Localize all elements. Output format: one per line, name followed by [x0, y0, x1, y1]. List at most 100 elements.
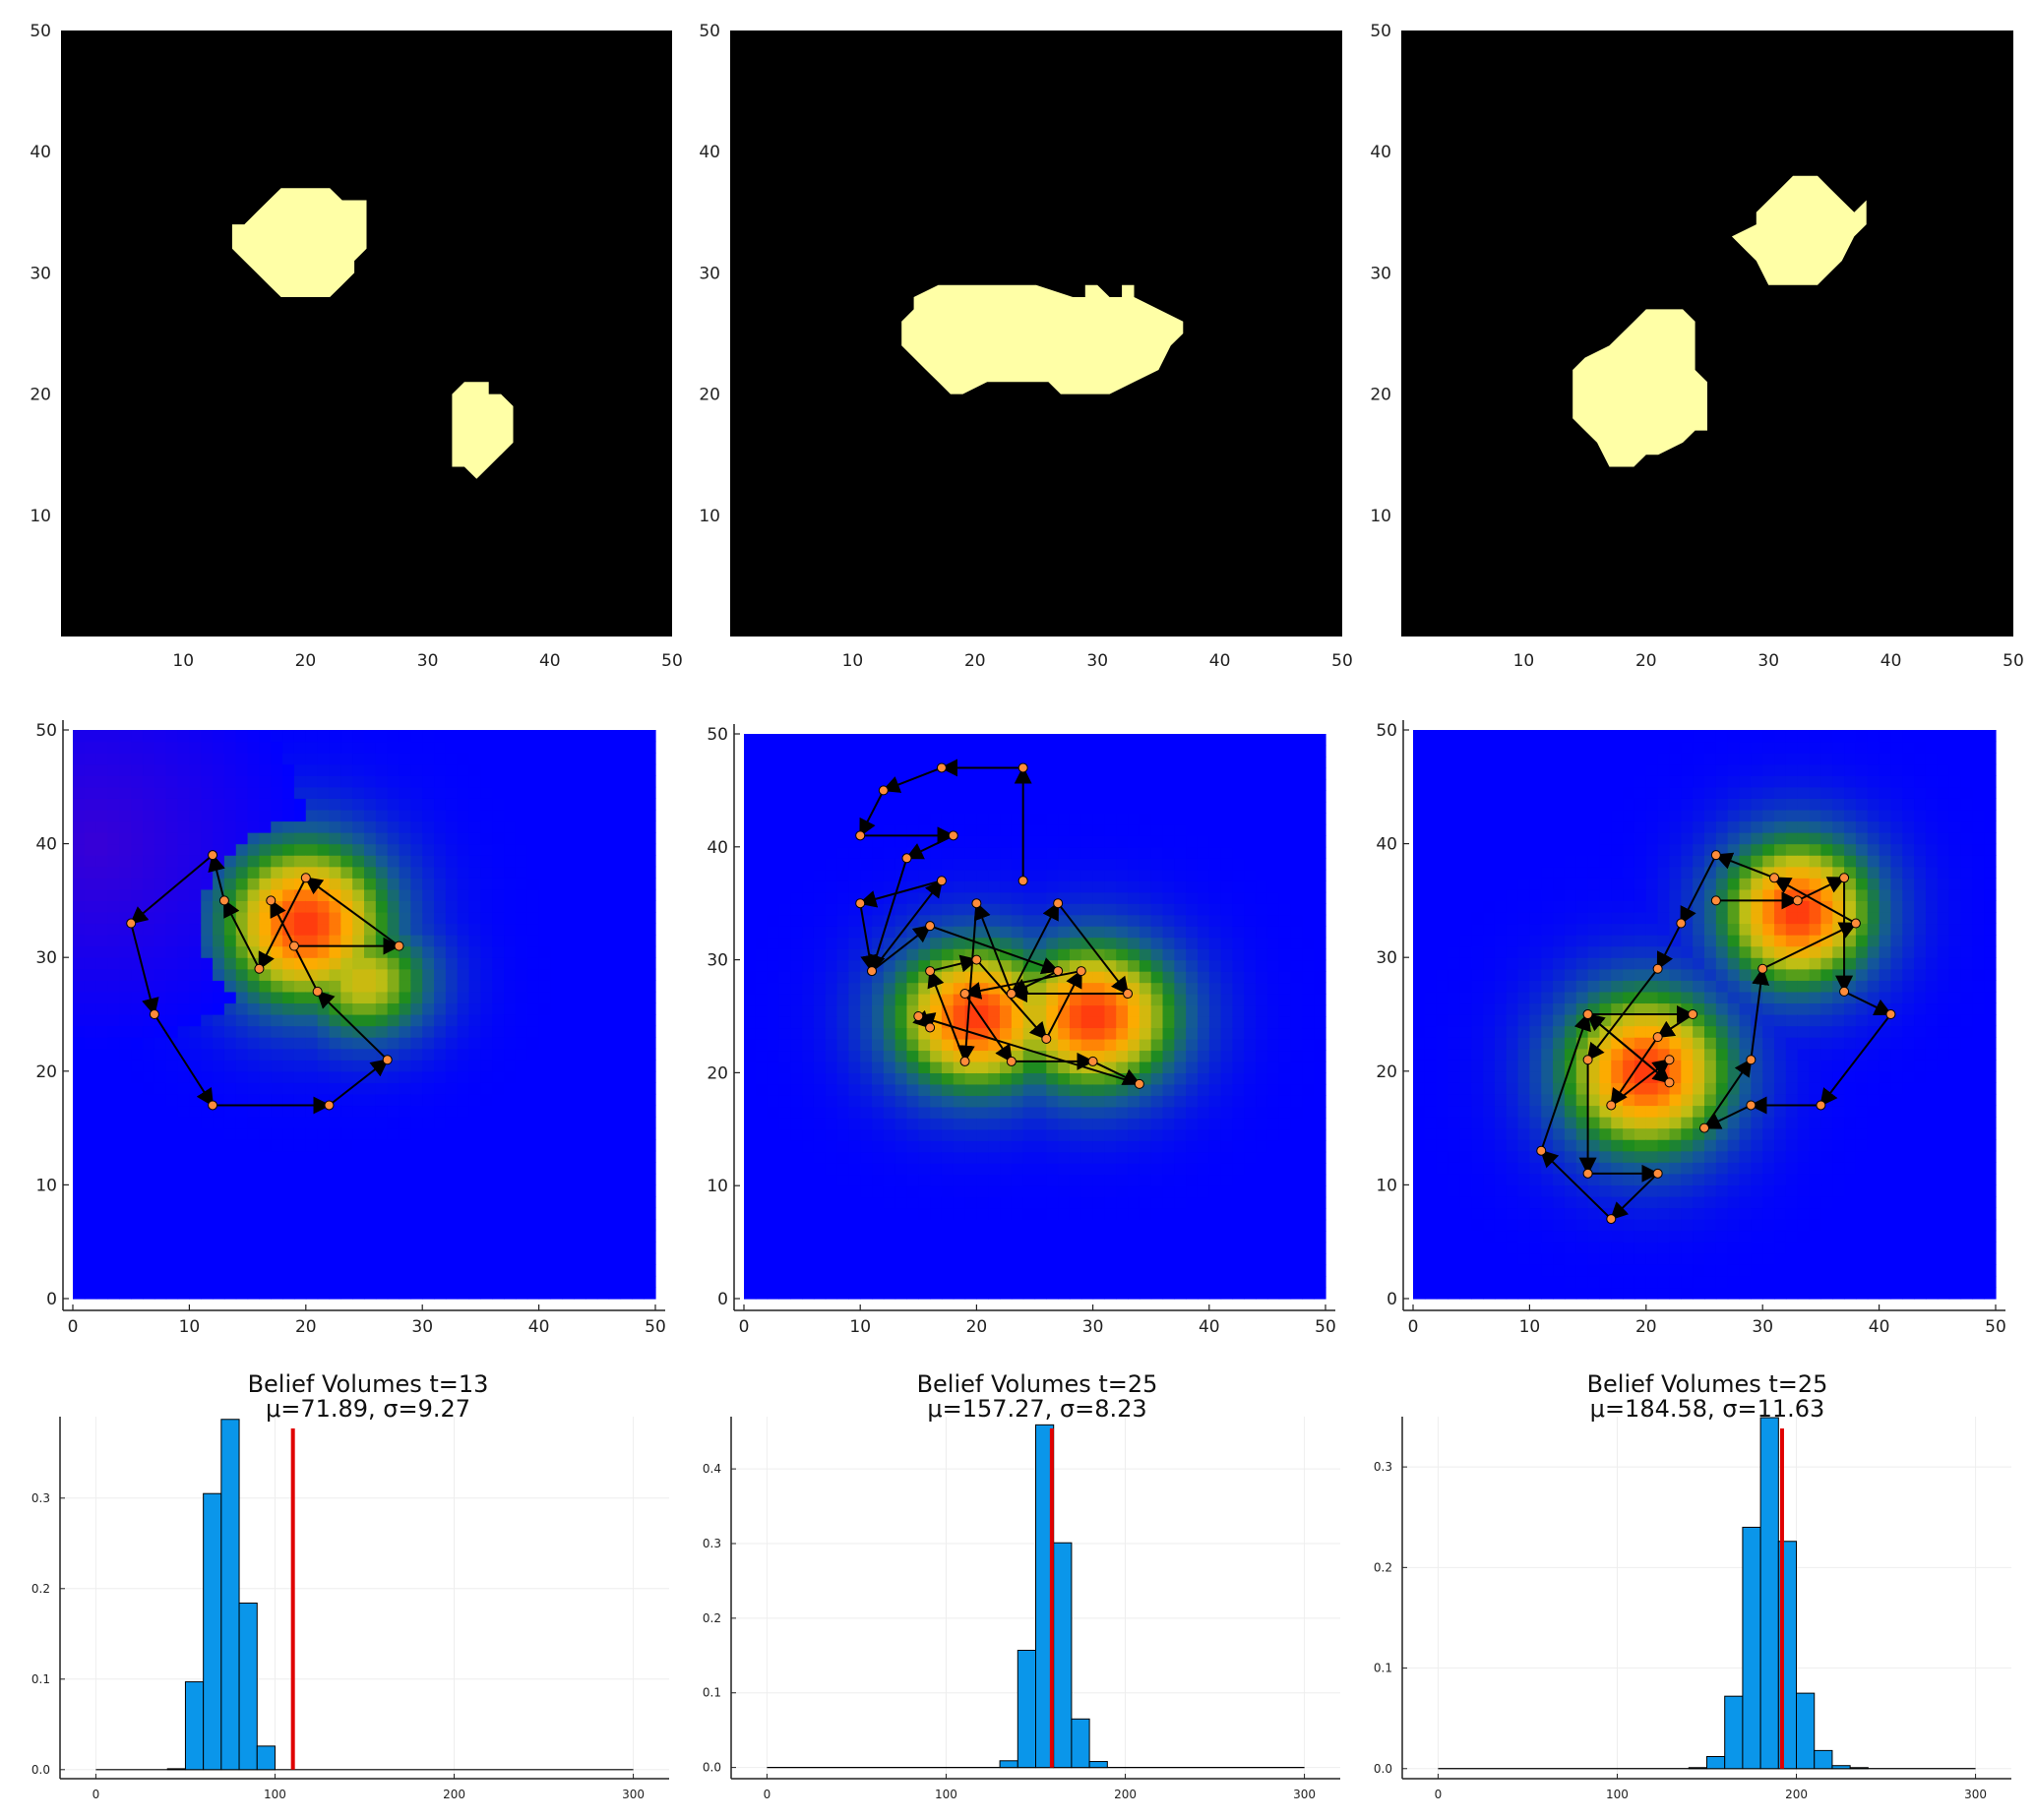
path-point [266, 895, 277, 906]
y-tick-label: 20 [1370, 386, 1391, 405]
path-point [1017, 876, 1028, 886]
y-tick-label: 0.4 [703, 1462, 721, 1476]
histogram-bar [1759, 1417, 1779, 1770]
y-tick-label: 0 [1387, 1290, 1397, 1309]
path-point [1746, 1100, 1757, 1111]
path-arrow [1092, 1061, 1141, 1085]
path-point [1664, 1055, 1675, 1065]
x-tick-label: 40 [1880, 651, 1902, 671]
path-arrow [882, 766, 943, 793]
panel-belief-path-3: 0 10 20 30 40 50 0 10 20 30 40 50 [1376, 720, 2006, 1337]
path-arrow [1819, 1013, 1892, 1107]
path-arrow [1843, 990, 1893, 1015]
path-arrow [963, 993, 1013, 1063]
x-tick-label: 40 [1209, 651, 1231, 671]
path-arrow [1702, 1104, 1752, 1129]
x-tick-label: 10 [1519, 1317, 1541, 1337]
path-arrow [1057, 902, 1130, 996]
histogram-2-subtitle: μ=157.27, σ=8.23 [927, 1395, 1146, 1423]
y-tick-label: 0.3 [1374, 1460, 1392, 1474]
y-tick-label: 20 [30, 386, 51, 405]
path-point [959, 1056, 970, 1066]
path-point [1536, 1145, 1547, 1156]
y-tick-label: 0.1 [1374, 1662, 1392, 1675]
histogram-3-title: Belief Volumes t=25 [1587, 1370, 1828, 1398]
x-tick-label: 0 [1408, 1317, 1419, 1337]
path-point [300, 873, 311, 883]
path-point [1816, 1100, 1826, 1111]
histogram-bar [203, 1492, 222, 1771]
x-tick-label: 30 [1757, 651, 1779, 671]
path-arrow [1610, 1059, 1671, 1107]
x-tick-label: 0 [739, 1317, 750, 1337]
path-point [925, 921, 936, 932]
y-tick-label: 10 [699, 507, 720, 526]
histogram-bar [1724, 1695, 1744, 1770]
y-tick-label: 40 [707, 838, 728, 858]
x-tick-label: 300 [622, 1788, 645, 1801]
histogram-bar [1831, 1765, 1851, 1770]
x-tick-label: 0 [1435, 1788, 1443, 1801]
panel-histogram-2: Belief Volumes t=25 μ=157.27, σ=8.23 0 10… [703, 1370, 1340, 1801]
path-point [1769, 873, 1780, 883]
path-point [1710, 850, 1721, 861]
path-point [1087, 1056, 1098, 1066]
x-tick-label: 20 [295, 1317, 317, 1337]
x-tick-label: 50 [661, 651, 683, 671]
x-tick-label: 40 [528, 1317, 550, 1337]
y-tick-label: 50 [35, 721, 57, 741]
path-arrow [1714, 852, 1775, 880]
panel-histogram-3: Belief Volumes t=25 μ=184.58, σ=11.63 0 1… [1374, 1370, 2011, 1801]
x-tick-label: 20 [1635, 1317, 1657, 1337]
x-tick-label: 40 [1869, 1317, 1890, 1337]
y-tick-label: 50 [707, 725, 728, 745]
path-arrow [962, 970, 1081, 1000]
path-point [1606, 1214, 1617, 1225]
agent-path [126, 850, 404, 1115]
path-arrow [1750, 966, 1770, 1061]
path-point [254, 963, 265, 974]
path-arrow [973, 901, 1013, 995]
path-point [208, 850, 218, 861]
histogram-bar [220, 1419, 240, 1771]
path-point [1664, 1077, 1675, 1088]
y-tick-label: 10 [1376, 1176, 1397, 1195]
path-arrow [916, 1012, 1140, 1085]
y-tick-label: 20 [1376, 1062, 1397, 1082]
histogram-bar [1849, 1767, 1869, 1770]
path-point [1053, 898, 1064, 909]
x-tick-label: 20 [295, 651, 317, 671]
histogram-bar [1688, 1767, 1707, 1770]
map-background [1401, 30, 2013, 637]
path-arrow [859, 903, 879, 973]
x-tick-label: 30 [1752, 1317, 1773, 1337]
histogram-bar [166, 1768, 186, 1771]
histogram-2-title: Belief Volumes t=25 [917, 1370, 1158, 1398]
path-arrow [1680, 854, 1717, 926]
path-arrow [316, 990, 389, 1061]
x-tick-label: 0 [764, 1788, 771, 1801]
path-point [1652, 1032, 1663, 1043]
map-background [61, 30, 672, 637]
y-tick-label: 0.1 [703, 1686, 721, 1700]
x-tick-label: 10 [842, 651, 864, 671]
x-tick-label: 50 [1985, 1317, 2006, 1337]
path-point [1792, 895, 1803, 906]
y-tick-label: 20 [707, 1063, 728, 1083]
path-point [1676, 918, 1687, 929]
y-tick-label: 50 [1370, 22, 1391, 41]
path-point [1839, 986, 1850, 997]
target-region-1 [1731, 175, 1867, 285]
x-tick-label: 20 [1635, 651, 1657, 671]
x-tick-label: 200 [1114, 1788, 1137, 1801]
x-tick-label: 50 [1315, 1317, 1336, 1337]
y-tick-label: 50 [30, 22, 51, 41]
path-point [1757, 963, 1768, 974]
y-tick-label: 30 [1376, 948, 1397, 968]
x-tick-label: 10 [849, 1317, 871, 1337]
path-point [936, 876, 947, 886]
path-point [855, 898, 866, 909]
y-tick-label: 0.2 [703, 1611, 721, 1625]
y-tick-label: 40 [699, 143, 720, 162]
path-point [1885, 1009, 1896, 1019]
